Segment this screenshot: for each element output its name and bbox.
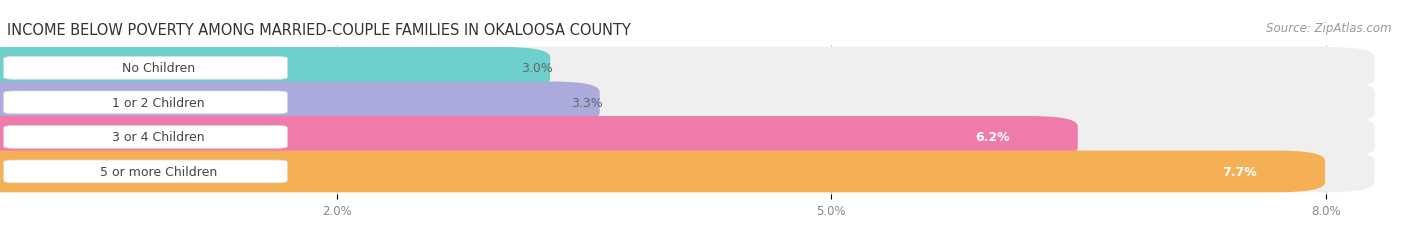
Text: 3.3%: 3.3% <box>571 97 603 109</box>
Text: 7.7%: 7.7% <box>1222 165 1257 178</box>
FancyBboxPatch shape <box>0 82 599 124</box>
FancyBboxPatch shape <box>0 151 1324 192</box>
Text: 1 or 2 Children: 1 or 2 Children <box>112 97 205 109</box>
FancyBboxPatch shape <box>0 48 1375 89</box>
Text: INCOME BELOW POVERTY AMONG MARRIED-COUPLE FAMILIES IN OKALOOSA COUNTY: INCOME BELOW POVERTY AMONG MARRIED-COUPL… <box>7 23 631 38</box>
FancyBboxPatch shape <box>0 151 1375 192</box>
Text: Source: ZipAtlas.com: Source: ZipAtlas.com <box>1267 22 1392 35</box>
FancyBboxPatch shape <box>7 92 1326 114</box>
FancyBboxPatch shape <box>7 161 1326 182</box>
Text: 6.2%: 6.2% <box>974 131 1010 144</box>
FancyBboxPatch shape <box>7 127 1326 148</box>
FancyBboxPatch shape <box>4 57 287 80</box>
FancyBboxPatch shape <box>0 48 550 89</box>
Text: 5 or more Children: 5 or more Children <box>100 165 218 178</box>
Text: 3.0%: 3.0% <box>522 62 554 75</box>
FancyBboxPatch shape <box>0 116 1375 158</box>
FancyBboxPatch shape <box>0 116 1078 158</box>
FancyBboxPatch shape <box>4 126 287 149</box>
Text: 3 or 4 Children: 3 or 4 Children <box>112 131 205 144</box>
FancyBboxPatch shape <box>0 82 1375 124</box>
FancyBboxPatch shape <box>7 58 1326 79</box>
FancyBboxPatch shape <box>4 160 287 183</box>
Text: No Children: No Children <box>122 62 195 75</box>
FancyBboxPatch shape <box>4 91 287 114</box>
